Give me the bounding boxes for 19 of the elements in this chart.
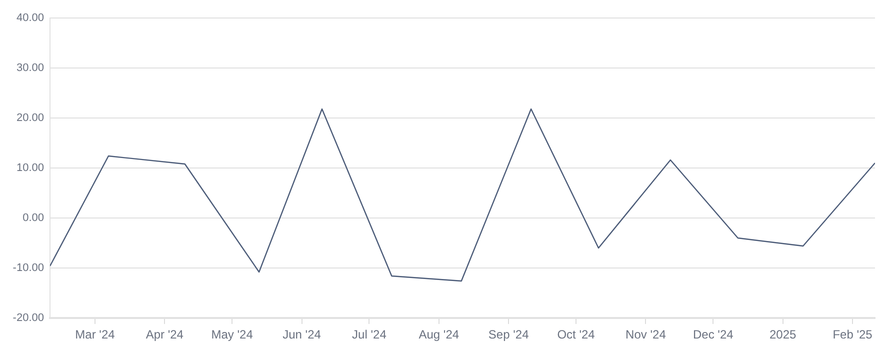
y-tick-label: 10.00 [16,162,44,174]
x-tick-label: 2025 [769,328,797,342]
x-tick-label: Feb '25 [832,328,873,342]
y-tick-label: 40.00 [16,12,44,24]
x-tick-label: Aug '24 [418,328,460,342]
x-tick-label: Apr '24 [146,328,184,342]
y-tick-label: 30.00 [16,62,44,74]
y-tick-label: 20.00 [16,112,44,124]
x-tick-label: Jul '24 [352,328,387,342]
x-tick-label: Oct '24 [557,328,596,342]
y-tick-label: 0.00 [22,212,44,224]
x-tick-label: May '24 [211,328,254,342]
y-tick-label: -10.00 [12,262,44,274]
x-tick-label: Dec '24 [692,328,734,342]
y-tick-label: -20.00 [12,312,44,324]
x-tick-label: Mar '24 [75,328,116,342]
x-tick-label: Jun '24 [282,328,322,342]
x-tick-label: Sep '24 [488,328,530,342]
x-tick-label: Nov '24 [626,328,666,342]
